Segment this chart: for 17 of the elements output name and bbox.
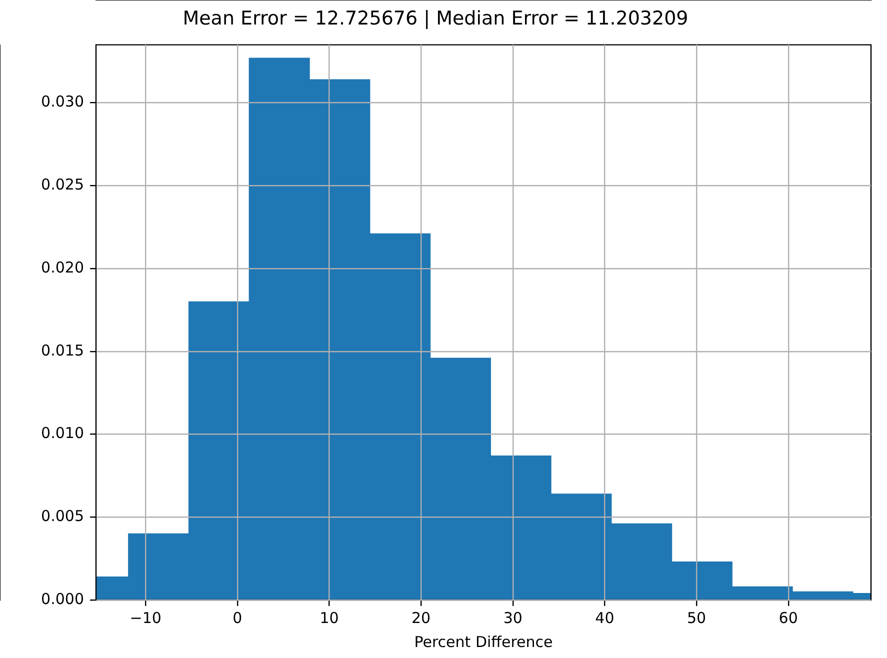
x-axis-title: Percent Difference (414, 632, 553, 651)
chart-title: Mean Error = 12.725676 | Median Error = 11.203209 (182, 7, 688, 30)
y-tick-label: 0.015 (41, 341, 84, 360)
y-tick-label: 0.030 (41, 92, 84, 111)
x-tick-label: 0 (232, 608, 242, 627)
y-tick-label: 0.010 (41, 424, 84, 442)
x-tick-label: 30 (503, 608, 522, 627)
x-tick-label: 40 (595, 608, 614, 627)
y-tick-label: 0.025 (41, 176, 84, 194)
x-tick-label: 20 (412, 608, 431, 627)
y-tick-label: 0.005 (41, 507, 84, 526)
y-tick-label: 0.000 (41, 590, 84, 608)
x-tick-label: 10 (320, 608, 339, 627)
y-tick-label: 0.020 (41, 258, 84, 276)
x-tick-label: 50 (686, 608, 706, 627)
x-tick-label: −10 (130, 608, 162, 627)
x-tick-label: 60 (778, 608, 798, 627)
